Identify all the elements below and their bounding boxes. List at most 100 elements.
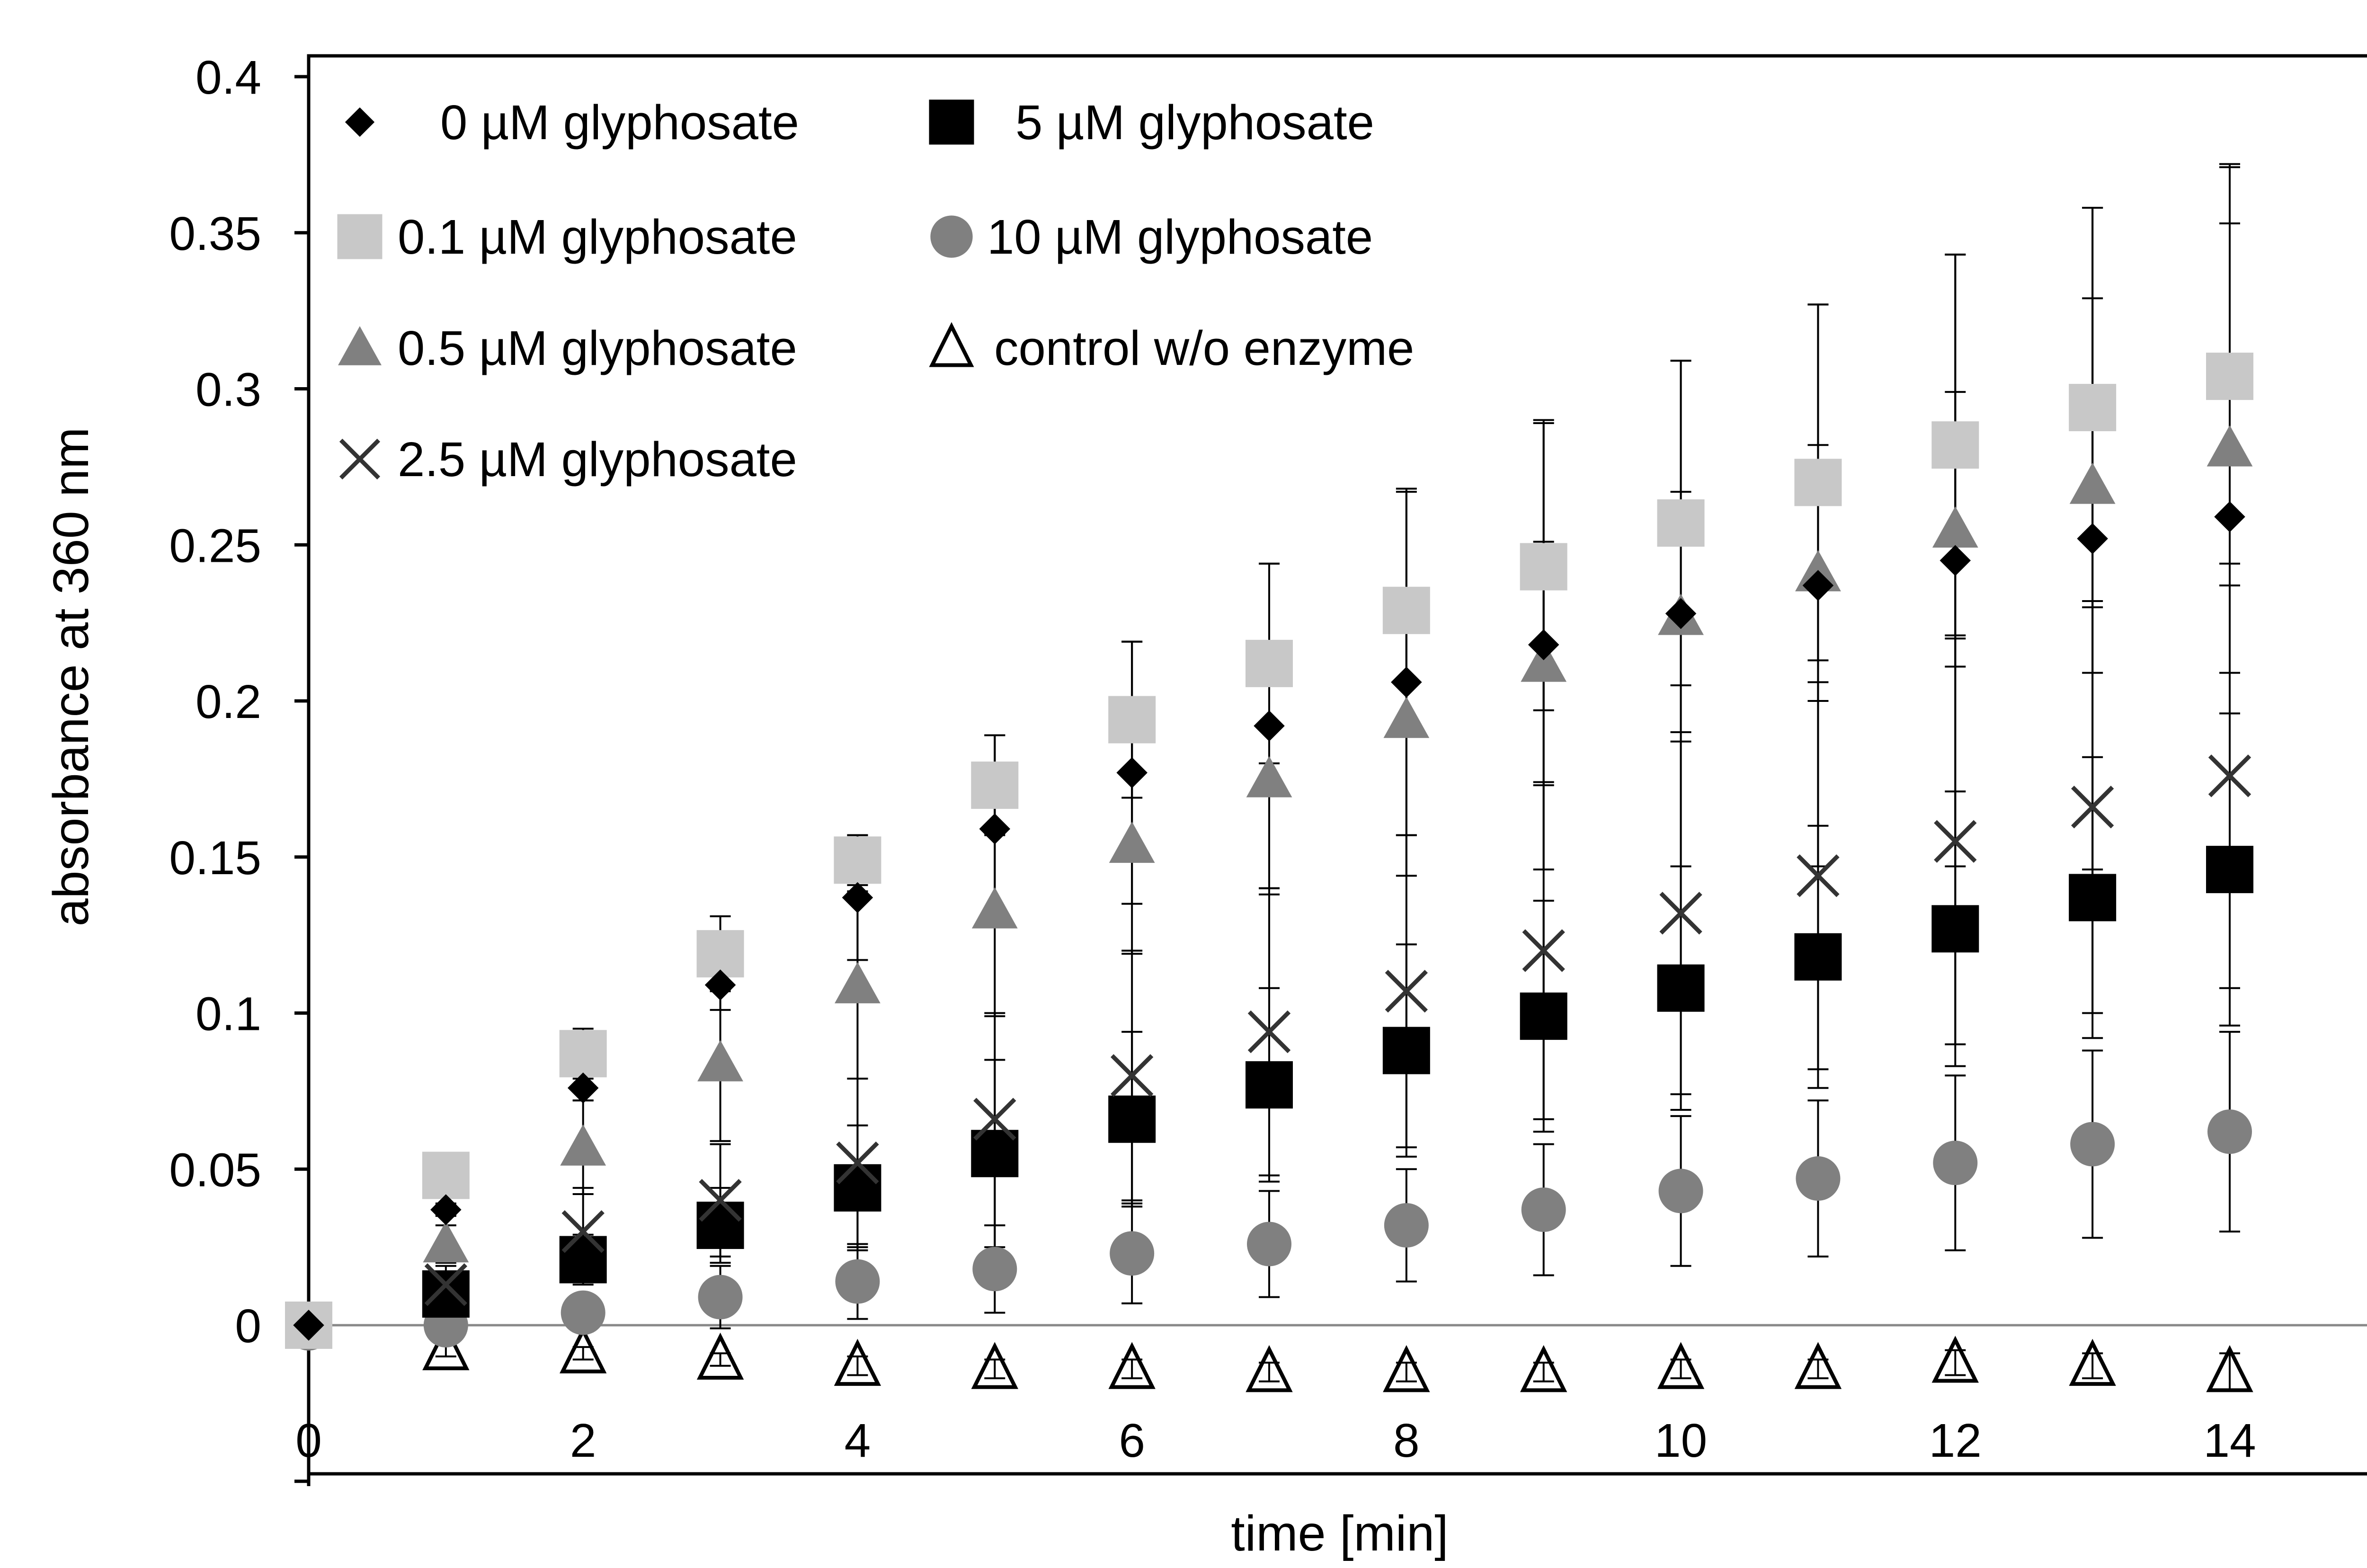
marker-diamond <box>979 813 1011 845</box>
marker-circle <box>972 1247 1017 1292</box>
x-tick-label: 4 <box>845 1414 871 1467</box>
legend-label: 0.1 µM glyphosate <box>398 210 797 264</box>
marker-triangle <box>2207 425 2253 467</box>
marker-x <box>973 1098 1016 1141</box>
legend-label: 0.5 µM glyphosate <box>398 321 797 375</box>
marker-triangle <box>1932 506 1978 548</box>
marker-circle <box>930 215 973 258</box>
marker-diamond <box>1802 570 1834 601</box>
marker-square <box>2069 384 2117 432</box>
marker-square <box>929 99 974 145</box>
marker-circle <box>1247 1222 1291 1267</box>
marker-circle <box>1933 1141 1978 1186</box>
marker-square <box>1931 905 1979 953</box>
marker-square <box>422 1152 470 1199</box>
marker-diamond <box>1116 757 1148 788</box>
y-tick-label: 0 <box>235 1300 261 1353</box>
marker-x <box>1385 970 1428 1013</box>
marker-square <box>1931 421 1979 469</box>
y-tick-label: 0.2 <box>196 675 261 728</box>
marker-diamond <box>345 107 375 137</box>
marker-x <box>1522 929 1565 972</box>
marker-square <box>2206 846 2253 894</box>
plot-area-frame <box>307 54 2367 1476</box>
marker-x <box>2071 786 2114 829</box>
legend-label: 10 µM glyphosate <box>987 210 1373 264</box>
y-tick-label: 0.05 <box>169 1143 261 1196</box>
x-tick-label: 8 <box>1393 1414 1420 1467</box>
marker-x <box>1247 1010 1291 1054</box>
marker-triangle <box>697 1040 743 1081</box>
marker-open-triangle <box>1794 1342 1842 1389</box>
marker-circle <box>2070 1122 2115 1167</box>
marker-square <box>834 836 881 884</box>
y-tick-label: 0.3 <box>196 363 261 416</box>
marker-square <box>1657 499 1705 547</box>
marker-circle <box>835 1259 880 1304</box>
marker-square <box>1246 1061 1293 1109</box>
marker-square <box>971 762 1019 809</box>
marker-square <box>337 214 383 259</box>
marker-diamond <box>567 1072 599 1104</box>
marker-square <box>2206 353 2253 400</box>
marker-x <box>1659 892 1702 935</box>
marker-circle <box>1384 1203 1429 1248</box>
marker-open-triangle <box>2206 1345 2253 1392</box>
marker-open-triangle <box>1108 1342 1156 1389</box>
x-tick-label: 0 <box>295 1414 322 1467</box>
marker-x <box>2208 754 2251 797</box>
marker-circle <box>1110 1231 1155 1276</box>
marker-open-triangle <box>1383 1345 1430 1392</box>
marker-triangle <box>1246 756 1292 797</box>
legend-label: 5 µM glyphosate <box>1015 95 1374 150</box>
marker-triangle <box>835 962 881 1003</box>
marker-x <box>1110 1054 1154 1097</box>
x-tick-label: 12 <box>1929 1414 1982 1467</box>
marker-circle <box>561 1290 605 1335</box>
marker-x <box>339 438 381 480</box>
marker-open-triangle <box>1931 1336 1979 1383</box>
marker-circle <box>698 1275 743 1320</box>
y-tick-label: 0.15 <box>169 832 261 885</box>
marker-triangle <box>971 887 1018 929</box>
marker-diamond <box>1254 710 1285 742</box>
marker-open-triangle <box>971 1342 1018 1389</box>
marker-square <box>2069 874 2117 921</box>
legend: 0 µM glyphosate 0.1 µM glyphosate 0.5 µM g… <box>337 95 1414 487</box>
marker-triangle <box>1521 640 1567 682</box>
marker-open-triangle <box>560 1326 607 1373</box>
marker-open-triangle <box>1246 1345 1293 1392</box>
marker-triangle <box>2069 462 2116 504</box>
marker-diamond <box>293 1310 324 1341</box>
legend-label: 0 µM glyphosate <box>440 95 799 150</box>
marker-diamond <box>430 1194 462 1225</box>
marker-open-triangle <box>929 322 974 367</box>
marker-diamond <box>842 882 873 913</box>
marker-square <box>1382 586 1430 634</box>
marker-open-triangle <box>1520 1345 1567 1392</box>
marker-square <box>1108 1095 1156 1143</box>
marker-square <box>1246 639 1293 687</box>
marker-diamond <box>1391 666 1422 698</box>
marker-circle <box>1658 1169 1703 1214</box>
marker-diamond <box>1940 545 1971 576</box>
marker-square <box>422 1270 470 1318</box>
x-tick-label: 10 <box>1655 1414 1707 1467</box>
marker-x <box>836 1141 879 1185</box>
x-axis-title: time [min] <box>1231 1506 1448 1561</box>
marker-x <box>424 1263 468 1306</box>
marker-square <box>559 1236 607 1284</box>
marker-open-triangle <box>422 1323 470 1371</box>
marker-square <box>834 1164 881 1212</box>
marker-diamond <box>1665 598 1697 629</box>
marker-open-triangle <box>2069 1338 2116 1386</box>
marker-square <box>559 1030 607 1078</box>
data-markers <box>285 353 2253 1392</box>
x-tick-label: 2 <box>570 1414 596 1467</box>
marker-x <box>1934 820 1977 863</box>
marker-triangle <box>1109 821 1155 863</box>
y-tick-label: 0.25 <box>169 519 261 572</box>
marker-diamond <box>2077 523 2108 554</box>
axes: 0 0.05 0.1 0.15 0.2 0.25 0.3 0.35 0.4 0 2 4 6 8 10 12 14 <box>169 51 2367 1486</box>
